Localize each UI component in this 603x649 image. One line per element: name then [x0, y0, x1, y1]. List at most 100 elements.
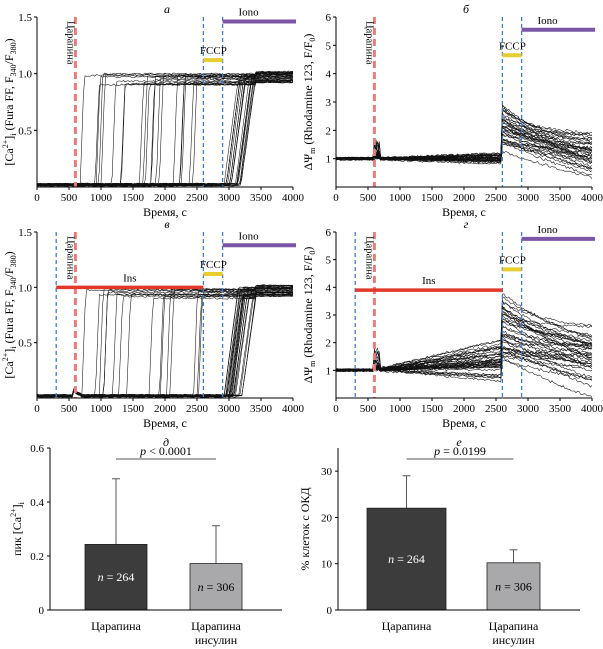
n-label: n = 306 [495, 579, 532, 593]
trace-group [335, 293, 593, 397]
iono-label: Iono [538, 224, 559, 236]
y-axis-label: ΔΨm (Rhodamine 123, F/F0) [301, 34, 317, 171]
x-tick-label: 3000 [218, 192, 241, 204]
trace-group [335, 103, 593, 179]
panel-label: г [464, 217, 469, 231]
trace-line [335, 124, 593, 164]
chart-panel-g: FCCP Iono Ins Царапина 0 500 1000 1500 2000 2500 3… [301, 217, 603, 430]
fccp-label: FCCP [200, 259, 227, 271]
y-tick-label: 2 [326, 338, 332, 350]
x-tick-label: 3000 [517, 403, 540, 415]
y-tick-label: 4 [326, 282, 332, 294]
bar [84, 543, 148, 611]
trace-line [335, 325, 593, 371]
x-axis-label: Время, с [442, 205, 486, 219]
y-tick-label: 0.5 [18, 125, 32, 137]
x-tick-label: 4000 [282, 403, 305, 415]
y-tick-label: 1.5 [18, 227, 32, 239]
chart-panel-v: FCCP Iono Ins Царапина 0 500 1000 1500 2000 2500 3… [1, 217, 305, 430]
trace-group [36, 70, 294, 187]
p-value-label: p < 0.0001 [139, 444, 192, 458]
x-tick-label: 3500 [250, 403, 273, 415]
x-tick-label: 0 [34, 403, 40, 415]
y-tick-label: 5 [326, 255, 332, 267]
x-tick-label: 1500 [421, 192, 444, 204]
trace-line [335, 293, 593, 371]
y-tick-label: 6 [326, 227, 332, 239]
category-label: Царапина [91, 619, 141, 633]
y-tick-label: 10 [321, 559, 333, 571]
y-tick-label: 0.5 [18, 338, 32, 350]
x-tick-label: 4000 [581, 403, 603, 415]
y-tick-label: 0.4 [30, 497, 44, 509]
chart-panel-b: FCCP Iono Царапина 0 500 1000 1500 2000 2500 3000… [301, 2, 603, 219]
x-tick-label: 2500 [186, 192, 209, 204]
y-tick-label: 6 [326, 12, 332, 24]
y-tick-label: 5 [326, 40, 332, 52]
category-label: Царапина [382, 619, 432, 633]
y-axis-label: % клеток с ОКД [298, 487, 312, 570]
scratch-label: Царапина [363, 236, 374, 280]
y-tick-label: 1 [326, 154, 332, 166]
x-tick-label: 3500 [549, 192, 572, 204]
x-tick-label: 1500 [122, 403, 145, 415]
x-tick-label: 2500 [485, 192, 508, 204]
y-tick-label: 30 [321, 466, 333, 478]
x-tick-label: 2500 [485, 403, 508, 415]
x-tick-label: 1500 [122, 192, 145, 204]
fccp-label: FCCP [200, 45, 227, 57]
x-tick-label: 500 [360, 192, 377, 204]
y-tick-label: 3 [326, 310, 332, 322]
chart-panel-a: FCCP Iono Царапина 0 500 1000 1500 2000 2500 3000… [1, 2, 305, 219]
x-tick-label: 0 [34, 192, 40, 204]
category-label: инсулин [492, 633, 535, 647]
y-tick-label: 0.6 [30, 443, 44, 455]
trace-line [36, 291, 294, 398]
trace-line [36, 73, 294, 187]
scratch-label: Царапина [64, 21, 75, 65]
x-tick-label: 500 [61, 192, 78, 204]
n-label: n = 306 [198, 580, 235, 594]
scratch-label: Царапина [64, 236, 75, 280]
trace-line [335, 118, 593, 169]
y-tick-label: 1.0 [18, 69, 32, 81]
x-tick-label: 4000 [282, 192, 305, 204]
x-tick-label: 2000 [453, 192, 476, 204]
n-label: n = 264 [388, 552, 425, 566]
p-value-label: p = 0.0199 [433, 444, 486, 458]
y-tick-label: 20 [321, 512, 333, 524]
trace-line [335, 124, 593, 163]
n-label: n = 264 [98, 570, 135, 584]
y-tick-label: 0 [39, 605, 45, 617]
trace-line [335, 339, 593, 388]
y-tick-label: 1 [326, 365, 332, 377]
x-tick-label: 1000 [389, 403, 412, 415]
x-tick-label: 2000 [453, 403, 476, 415]
x-tick-label: 2500 [186, 403, 209, 415]
y-axis-label: [Ca2+]i (Fura FF, F340/F380) [1, 251, 18, 378]
x-tick-label: 500 [360, 403, 377, 415]
iono-label: Iono [239, 7, 260, 19]
bar [366, 507, 447, 611]
x-tick-label: 1500 [421, 403, 444, 415]
y-axis-label: [Ca2+]i (Fura FF, F340/F380) [1, 38, 18, 165]
y-tick-label: 4 [326, 69, 332, 81]
trace-line [36, 81, 294, 187]
x-tick-label: 500 [61, 403, 78, 415]
category-label: инсулин [195, 633, 238, 647]
y-tick-label: 3 [326, 97, 332, 109]
y-axis-label: ΔΨm (Rhodamine 123, F/F0) [301, 247, 317, 384]
trace-line [335, 126, 593, 162]
x-tick-label: 0 [333, 403, 339, 415]
trace-line [335, 130, 593, 165]
trace-line [335, 137, 593, 162]
x-tick-label: 3000 [218, 403, 241, 415]
ins-label: Ins [123, 272, 136, 284]
category-label: Царапина [191, 619, 241, 633]
x-tick-label: 1000 [90, 192, 113, 204]
trace-line [335, 348, 593, 371]
iono-label: Iono [538, 15, 559, 27]
